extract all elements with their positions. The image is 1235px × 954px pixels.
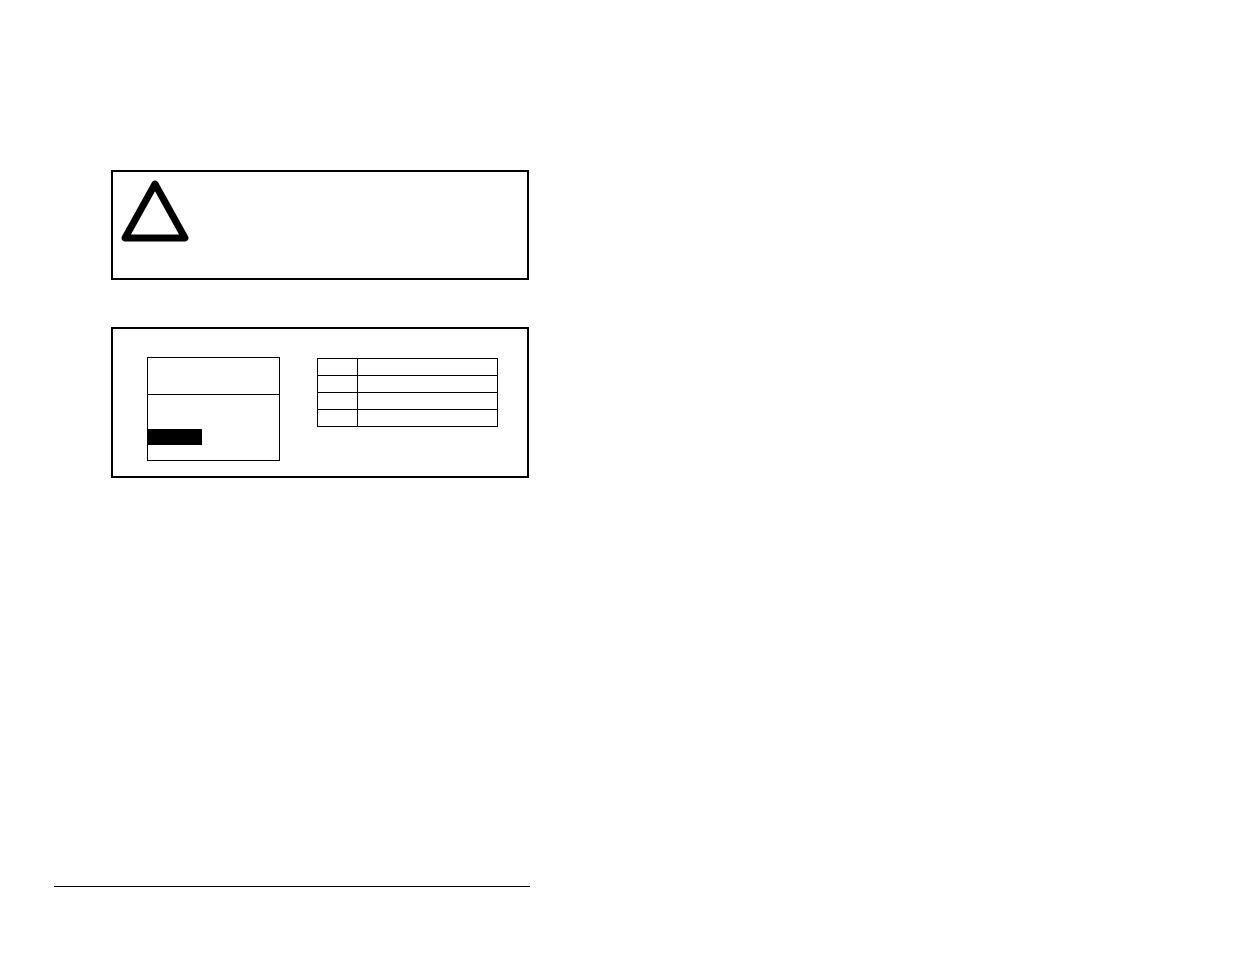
table-row — [318, 359, 498, 376]
info-box — [111, 327, 529, 478]
table-cell — [358, 359, 498, 376]
caution-box — [111, 170, 529, 280]
table-row — [318, 393, 498, 410]
table-cell — [318, 376, 358, 393]
table-row — [318, 410, 498, 427]
table-cell — [358, 393, 498, 410]
caution-triangle-icon — [119, 178, 191, 251]
table-row — [318, 376, 498, 393]
footer-rule — [54, 886, 530, 887]
table-cell — [358, 410, 498, 427]
table-cell — [358, 376, 498, 393]
document-page — [0, 0, 1235, 954]
left-table-cell-top — [147, 357, 280, 395]
left-stacked-table — [147, 357, 280, 461]
black-fill-block — [148, 429, 202, 445]
table-cell — [318, 393, 358, 410]
right-grid-table — [317, 358, 498, 427]
table-cell — [318, 359, 358, 376]
left-table-cell-bottom — [147, 395, 280, 461]
table-cell — [318, 410, 358, 427]
